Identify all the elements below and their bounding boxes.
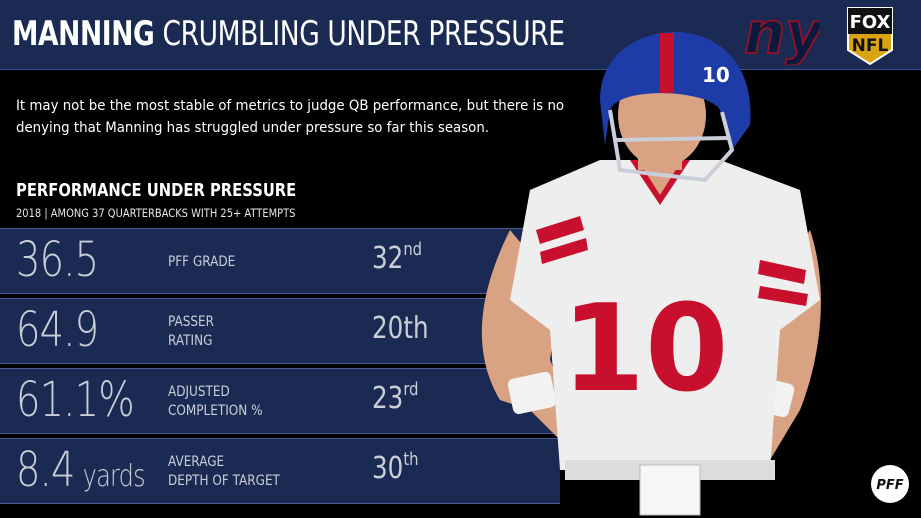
title-bold: MANNING xyxy=(12,14,155,54)
stat-row-depth-of-target: 8.4 yards AVERAGE DEPTH OF TARGET 30th xyxy=(0,438,560,504)
stat-row-pff-grade: 36.5 PFF GRADE 32nd xyxy=(0,228,560,294)
jersey-number: 10 xyxy=(562,280,729,419)
helmet-number: 10 xyxy=(702,63,730,87)
stat-row-adjusted-completion: 61.1% ADJUSTED COMPLETION % 23rd xyxy=(0,368,560,434)
section-title: PERFORMANCE UNDER PRESSURE xyxy=(16,180,297,201)
title-rest: CRUMBLING UNDER PRESSURE xyxy=(162,14,565,54)
stat-label: ADJUSTED COMPLETION % xyxy=(168,384,263,419)
fox-nfl-logo: FOX NFL xyxy=(847,7,893,66)
header-bar: MANNING CRUMBLING UNDER PRESSURE ny FOX … xyxy=(0,0,921,70)
stat-value: 64.9 xyxy=(16,302,99,358)
stat-value: 8.4 yards xyxy=(16,442,146,498)
section-caption: 2018 | AMONG 37 QUARTERBACKS WITH 25+ AT… xyxy=(16,206,296,220)
intro-text: It may not be the most stable of metrics… xyxy=(16,98,565,136)
stat-rank: 20th xyxy=(372,311,429,346)
player-photo: 10 10 xyxy=(481,31,821,516)
giants-logo: ny xyxy=(743,3,820,65)
stat-rank: 32nd xyxy=(372,239,423,276)
svg-text:ny: ny xyxy=(744,3,820,65)
stat-value: 61.1% xyxy=(16,372,135,428)
stat-label: PFF GRADE xyxy=(168,253,236,270)
stat-row-passer-rating: 64.9 PASSER RATING 20th xyxy=(0,298,560,364)
stat-value: 36.5 xyxy=(16,232,99,288)
stat-label: AVERAGE DEPTH OF TARGET xyxy=(168,454,280,489)
stat-rank: 23rd xyxy=(372,379,419,416)
stat-unit: yards xyxy=(82,459,146,494)
fox-text: FOX xyxy=(850,12,891,33)
svg-text:PFF: PFF xyxy=(876,478,903,493)
nfl-text: NFL xyxy=(852,36,889,56)
page-title: MANNING CRUMBLING UNDER PRESSURE xyxy=(12,14,565,54)
stat-rank: 30th xyxy=(372,449,419,486)
stat-label: PASSER RATING xyxy=(168,314,214,349)
pff-logo: PFF xyxy=(871,465,909,503)
